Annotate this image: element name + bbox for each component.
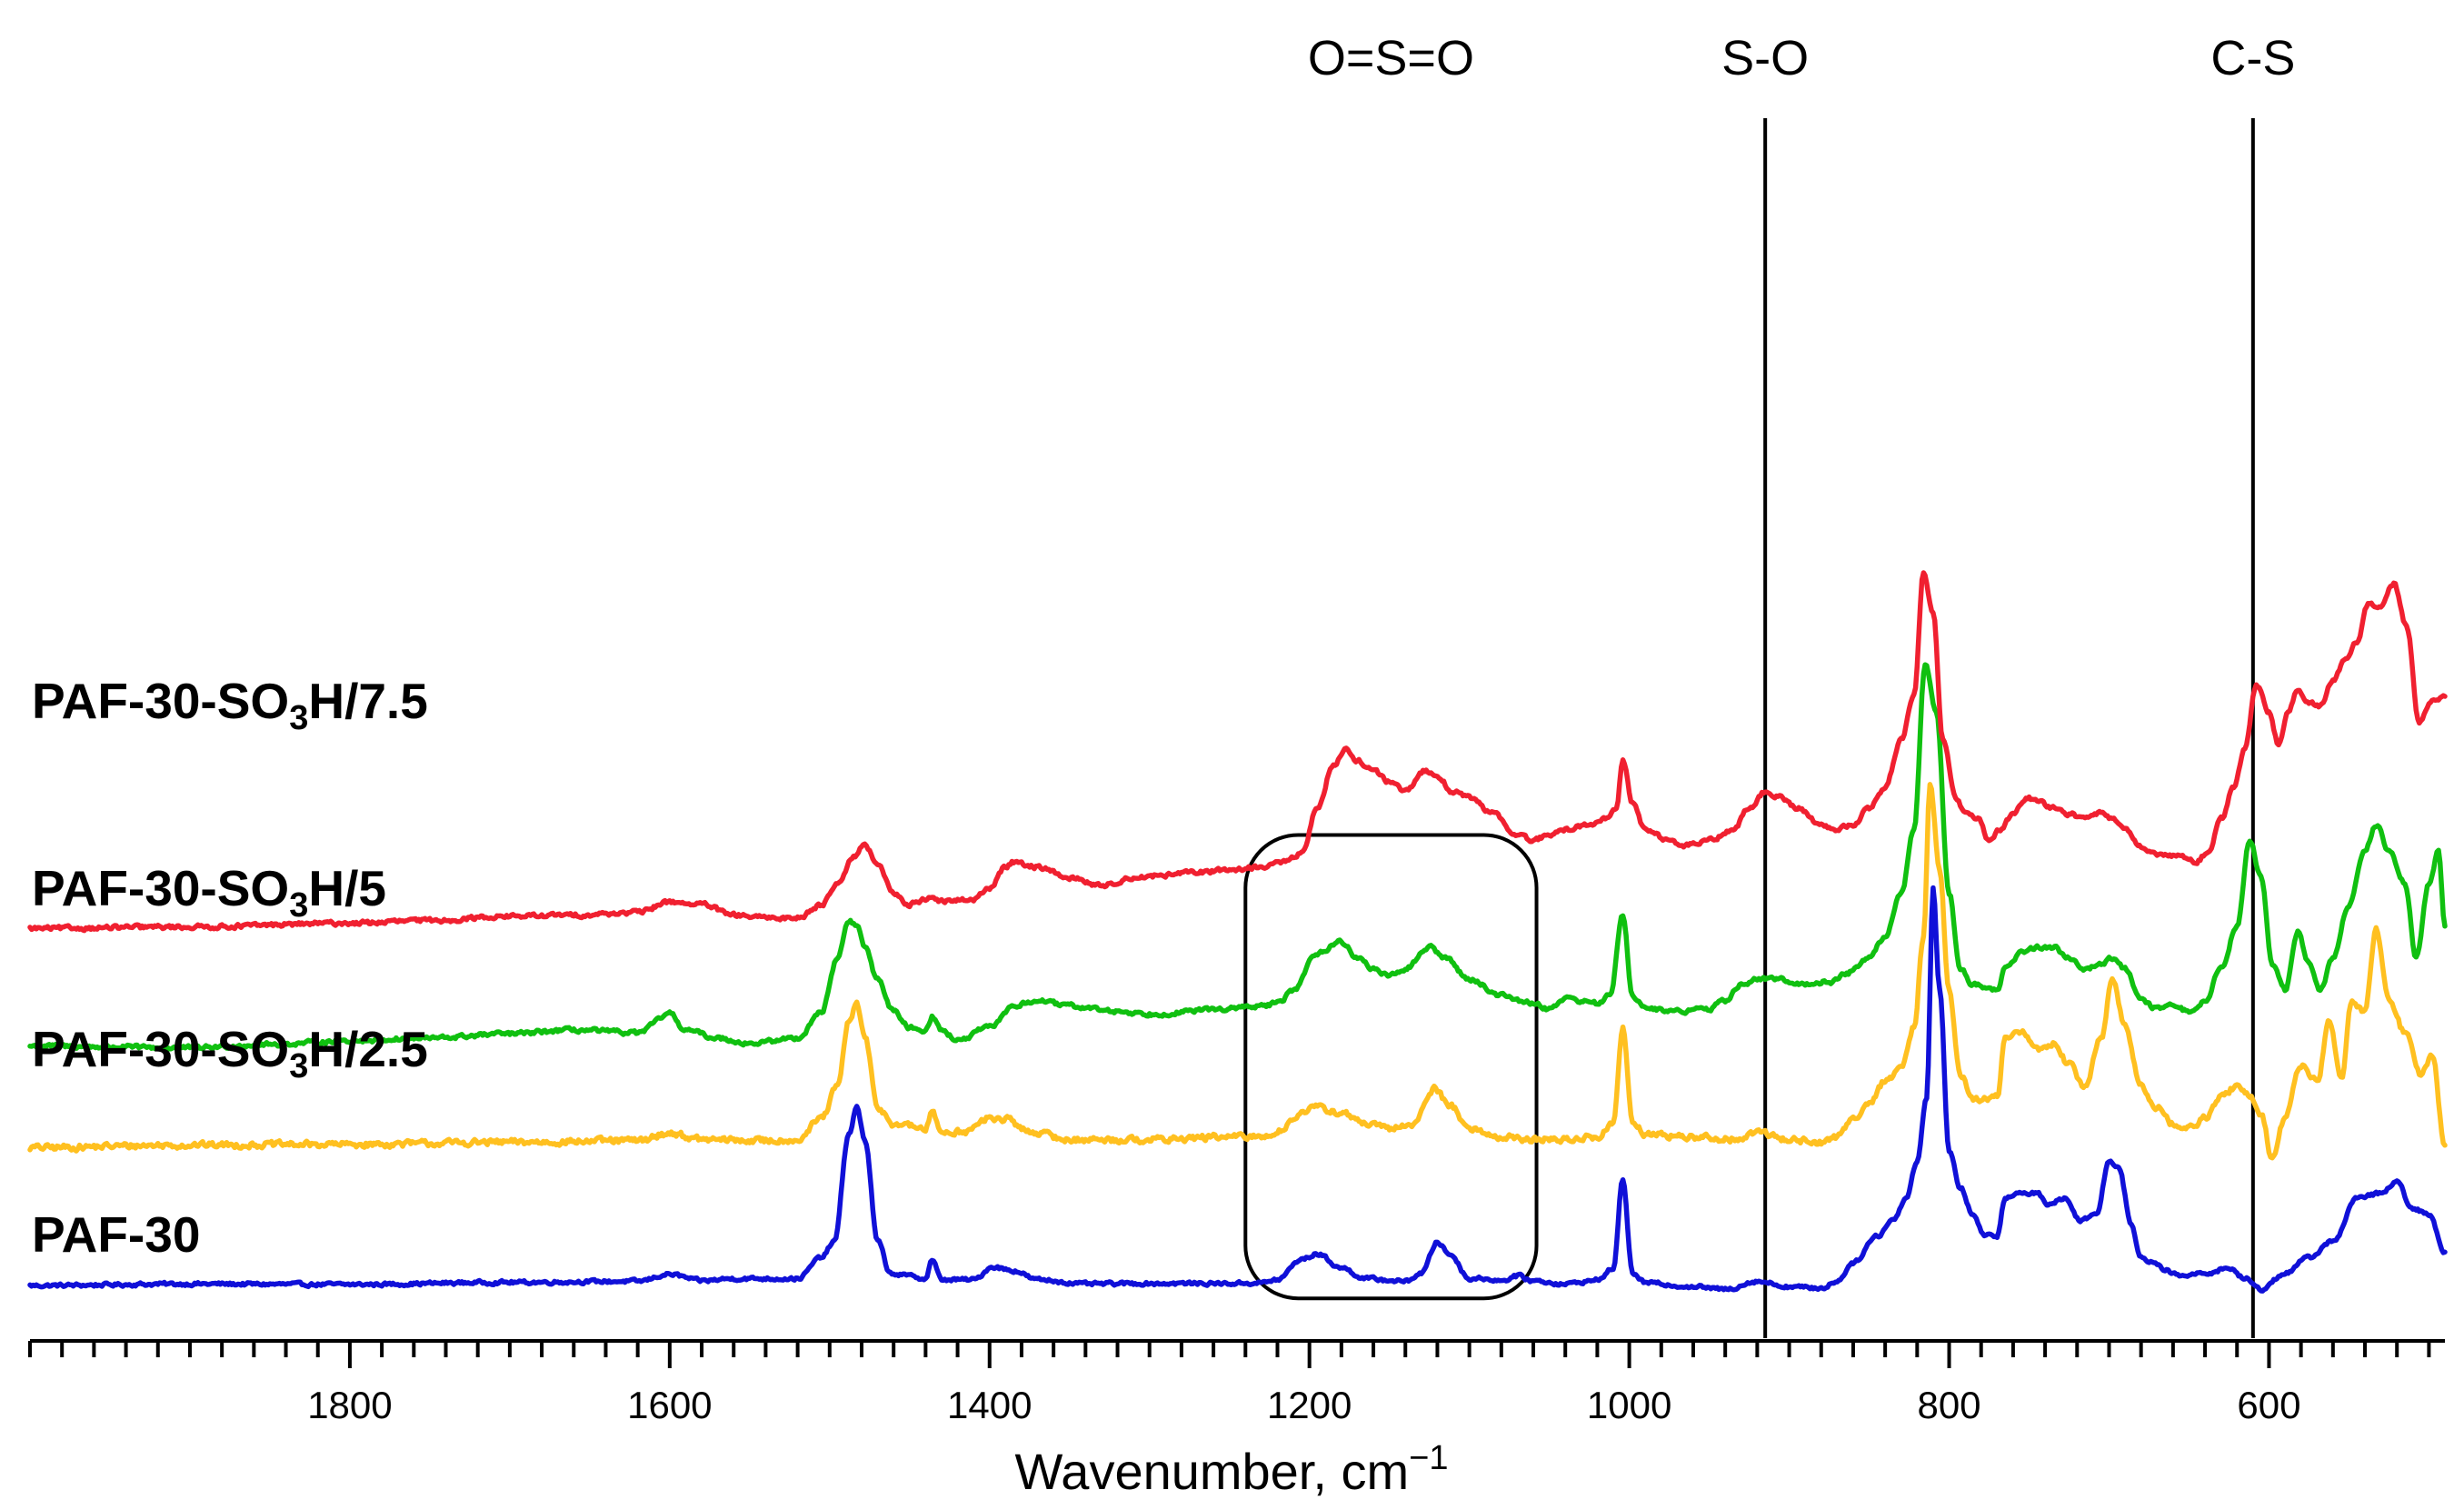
x-axis-title-superscript: −1 bbox=[1409, 1439, 1448, 1477]
x-axis-group: 1800 1600 1400 1200 1000 800 600 bbox=[28, 1339, 2445, 1426]
assignment-label-s-o: S-O bbox=[1721, 31, 1809, 85]
x-tick-label: 800 bbox=[1917, 1384, 1980, 1426]
assignment-label-c-s: C-S bbox=[2210, 31, 2295, 85]
series-line-paf-30-so3h-5 bbox=[27, 662, 2448, 1052]
series-line-paf-30-so3h-7-5 bbox=[27, 570, 2448, 934]
oso-box-label: O=S=O bbox=[1308, 31, 1474, 85]
series-label-paf-30-so3h-7-5: PAF-30-SO3H/7.5 bbox=[32, 673, 428, 737]
x-tick-label: 1200 bbox=[1267, 1384, 1352, 1426]
series-label-paf-30-so3h-5: PAF-30-SO3H/5 bbox=[32, 860, 386, 925]
oso-highlight-box bbox=[1243, 833, 1539, 1301]
series-labels-group: PAF-30 PAF-30-SO3H/2.5 PAF-30-SO3H/5 PAF-30… bbox=[32, 673, 428, 1263]
oso-highlight-box-group: O=S=O bbox=[1243, 31, 1539, 1301]
x-tick-label: 600 bbox=[2237, 1384, 2300, 1426]
x-tick-label: 1400 bbox=[947, 1384, 1032, 1426]
series-line-paf-30-so3h-2-5 bbox=[27, 782, 2448, 1161]
series-label-paf-30: PAF-30 bbox=[32, 1206, 200, 1263]
x-axis-title: Wavenumber, cm−1 bbox=[1015, 1439, 1449, 1500]
x-tick-label: 1000 bbox=[1587, 1384, 1671, 1426]
series-line-paf-30 bbox=[27, 885, 2448, 1294]
x-tick-label: 1600 bbox=[627, 1384, 712, 1426]
spectra-series-group bbox=[27, 570, 2448, 1294]
series-label-paf-30-so3h-2-5: PAF-30-SO3H/2.5 bbox=[32, 1021, 428, 1085]
x-tick-label: 1800 bbox=[307, 1384, 392, 1426]
x-axis-title-text: Wavenumber, cm bbox=[1015, 1443, 1410, 1500]
